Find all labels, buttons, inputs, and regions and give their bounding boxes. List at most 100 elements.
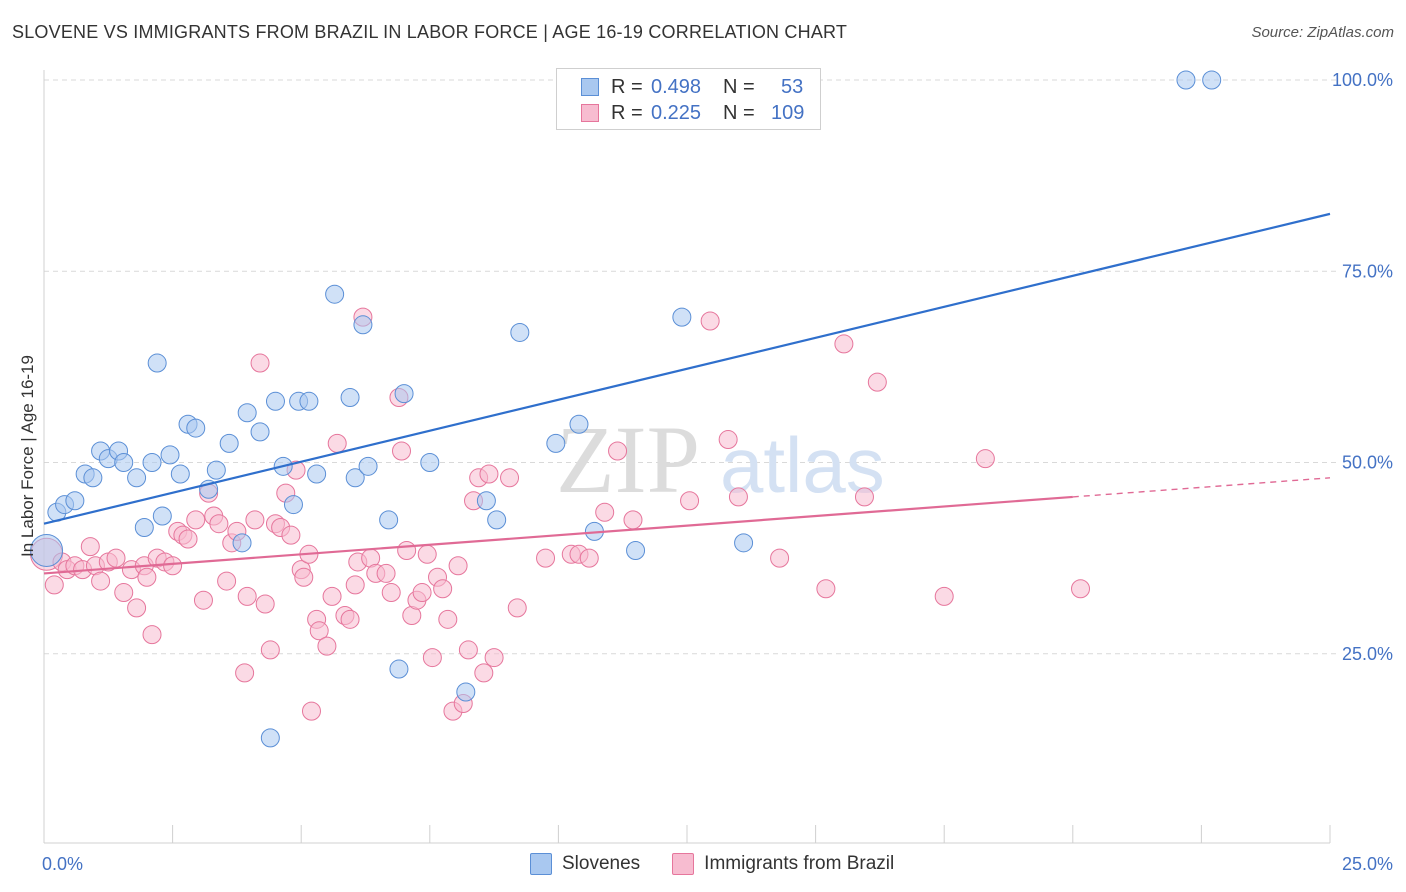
brazil-point: [579, 548, 599, 568]
x-tick-label: 0.0%: [42, 854, 83, 874]
brazil-point: [235, 663, 255, 683]
brazil-point: [728, 487, 748, 507]
source-label: Source: ZipAtlas.com: [1251, 24, 1394, 41]
brazil-point: [397, 540, 417, 560]
brazil-point: [186, 510, 206, 530]
slovene-point: [265, 391, 285, 411]
brazil-point: [345, 575, 365, 595]
y-tick-label: 75.0%: [1342, 261, 1393, 281]
slovene-point: [672, 307, 692, 327]
brazil-points: [30, 307, 1091, 721]
brazil-point: [255, 594, 275, 614]
brazil-point: [340, 609, 360, 629]
brazil-point: [322, 586, 342, 606]
slovene-point: [250, 422, 270, 442]
y-tick-label: 50.0%: [1342, 453, 1393, 473]
slovene-point: [1176, 70, 1196, 90]
slovene-point: [232, 533, 252, 553]
legend-swatch-brazil: [672, 853, 695, 875]
slovene-point: [127, 468, 147, 488]
brazil-point: [193, 590, 213, 610]
slovene-point: [1202, 70, 1222, 90]
brazil-point: [80, 537, 100, 557]
slovene-point: [134, 518, 154, 538]
slovene-point: [65, 491, 85, 511]
legend-r-value: 0.225: [651, 101, 702, 124]
brazil-point: [422, 648, 442, 668]
brazil-point: [44, 575, 64, 595]
brazil-point: [718, 430, 738, 450]
slovene-point: [186, 418, 206, 438]
brazil-point: [474, 663, 494, 683]
slovene-point: [353, 315, 373, 335]
brazil-trend-line-extension: [1072, 477, 1331, 498]
brazil-point: [294, 567, 314, 587]
legend-row-brazil: R = 0.225 N = 109: [581, 100, 804, 126]
slovene-point: [340, 387, 360, 407]
slovene-point: [476, 491, 496, 511]
slovene-point: [142, 453, 162, 472]
brazil-point: [417, 544, 437, 564]
brazil-point: [834, 334, 854, 354]
slovene-point: [394, 384, 414, 404]
slovene-point: [237, 403, 257, 423]
brazil-point: [507, 598, 527, 618]
slovene-point: [307, 464, 327, 484]
slovene-point: [546, 433, 566, 453]
slovene-point: [206, 460, 226, 480]
brazil-point: [127, 598, 147, 618]
legend-n-label: N =: [723, 101, 755, 124]
brazil-point: [1071, 579, 1091, 599]
brazil-point: [854, 487, 874, 507]
brazil-point: [608, 441, 628, 461]
slovene-point: [379, 510, 399, 530]
brazil-point: [500, 468, 520, 488]
brazil-point: [623, 510, 643, 530]
slovene-point: [283, 495, 303, 515]
slovene-point: [160, 445, 180, 465]
brazil-point: [438, 609, 458, 629]
brazil-point: [448, 556, 468, 576]
axis-labels: 100.0% 75.0% 50.0% 25.0% 0.0% 25.0%: [42, 70, 1393, 874]
series-legend: Slovenes Immigrants from Brazil: [530, 852, 926, 876]
brazil-point: [309, 621, 329, 641]
slovene-point: [152, 506, 172, 526]
brazil-point: [245, 510, 265, 530]
brazil-point: [536, 548, 556, 568]
brazil-point: [700, 311, 720, 331]
brazil-point: [816, 579, 836, 599]
slovene-point: [569, 414, 589, 434]
axes: [43, 70, 1331, 844]
x-tick-label: 25.0%: [1342, 854, 1393, 874]
brazil-point: [217, 571, 237, 591]
brazil-point: [114, 583, 134, 603]
brazil-point: [433, 579, 453, 599]
slovene-point: [487, 510, 507, 530]
brazil-point: [209, 514, 229, 534]
legend-label-slovenes: Slovenes: [562, 853, 641, 874]
brazil-point: [479, 464, 499, 484]
slovene-point: [114, 453, 134, 472]
brazil-point: [595, 502, 615, 522]
brazil-point: [142, 625, 162, 645]
slovene-point: [510, 322, 530, 342]
slovene-point: [325, 284, 345, 304]
legend-swatch-slovenes: [530, 853, 552, 875]
legend-item-brazil: Immigrants from Brazil: [672, 853, 894, 875]
legend-r-label: R =: [611, 101, 643, 124]
brazil-point: [250, 353, 270, 373]
brazil-point: [934, 586, 954, 606]
legend-n-value: 109: [771, 101, 805, 124]
brazil-point: [392, 441, 412, 461]
legend-n-label: N =: [723, 75, 755, 98]
watermark: ZIP atlas: [556, 406, 885, 513]
legend-swatch-pink: [581, 104, 599, 122]
y-tick-label: 25.0%: [1342, 644, 1393, 664]
y-tick-label: 100.0%: [1332, 70, 1393, 90]
slovene-points: [30, 70, 1222, 748]
slovene-point: [170, 464, 190, 484]
brazil-point: [412, 583, 432, 603]
slovene-point: [358, 456, 378, 476]
brazil-point: [376, 563, 396, 583]
brazil-point: [301, 701, 321, 721]
